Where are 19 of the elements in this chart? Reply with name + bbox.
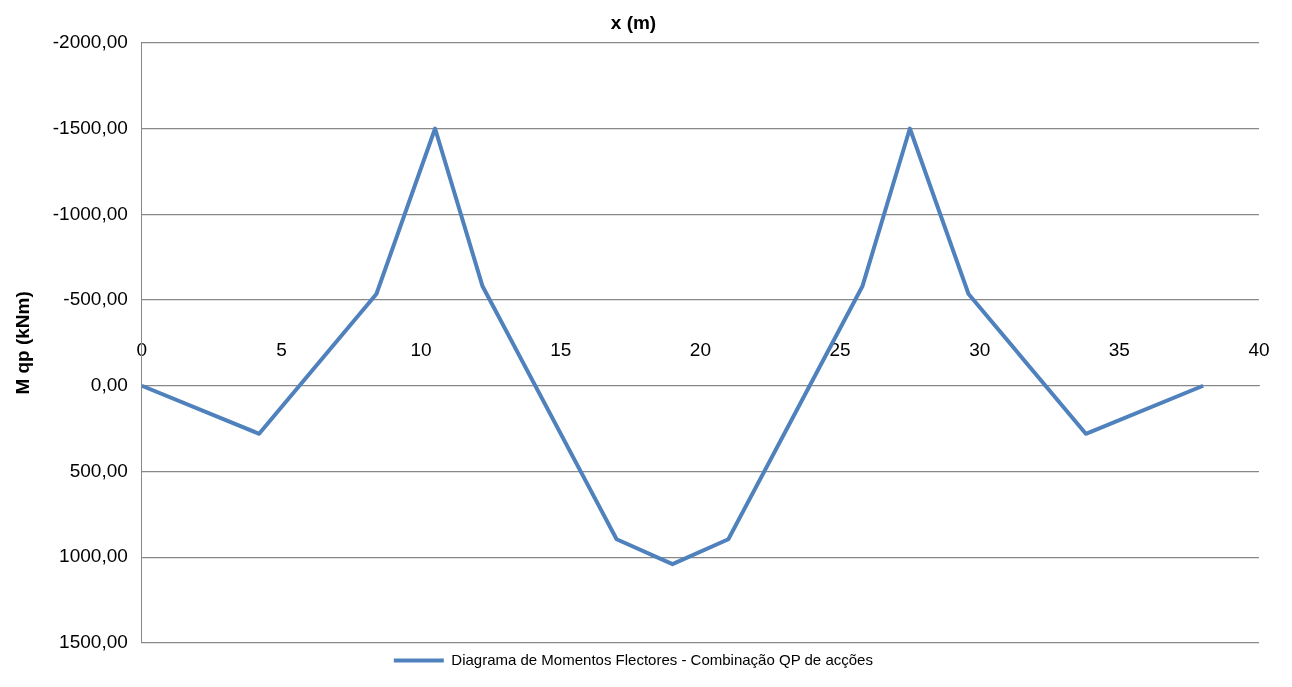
y-axis-title: M qp (kNm) bbox=[11, 291, 33, 395]
x-tick-label: 40 bbox=[1248, 339, 1270, 361]
x-tick-label: 15 bbox=[550, 339, 572, 361]
y-tick-label: 1500,00 bbox=[59, 631, 128, 653]
x-tick-label: 5 bbox=[276, 339, 287, 361]
y-tick-label: -1500,00 bbox=[52, 116, 128, 138]
legend-label: Diagrama de Momentos Flectores - Combinação QP de acções bbox=[451, 650, 873, 668]
x-axis-title: x (m) bbox=[610, 11, 657, 33]
x-tick-label: 10 bbox=[410, 339, 432, 361]
x-tick-label: 35 bbox=[1108, 339, 1130, 361]
x-tick-label: 20 bbox=[689, 339, 711, 361]
y-tick-label: 1000,00 bbox=[59, 545, 128, 567]
y-tick-label: 500,00 bbox=[69, 459, 128, 481]
y-tick-label: -2000,00 bbox=[52, 31, 128, 53]
x-tick-label: 30 bbox=[969, 339, 991, 361]
y-tick-label: -1000,00 bbox=[52, 202, 128, 224]
y-tick-label: -500,00 bbox=[63, 288, 128, 310]
x-tick-label: 0 bbox=[136, 339, 148, 361]
y-tick-label: 0,00 bbox=[90, 374, 128, 396]
